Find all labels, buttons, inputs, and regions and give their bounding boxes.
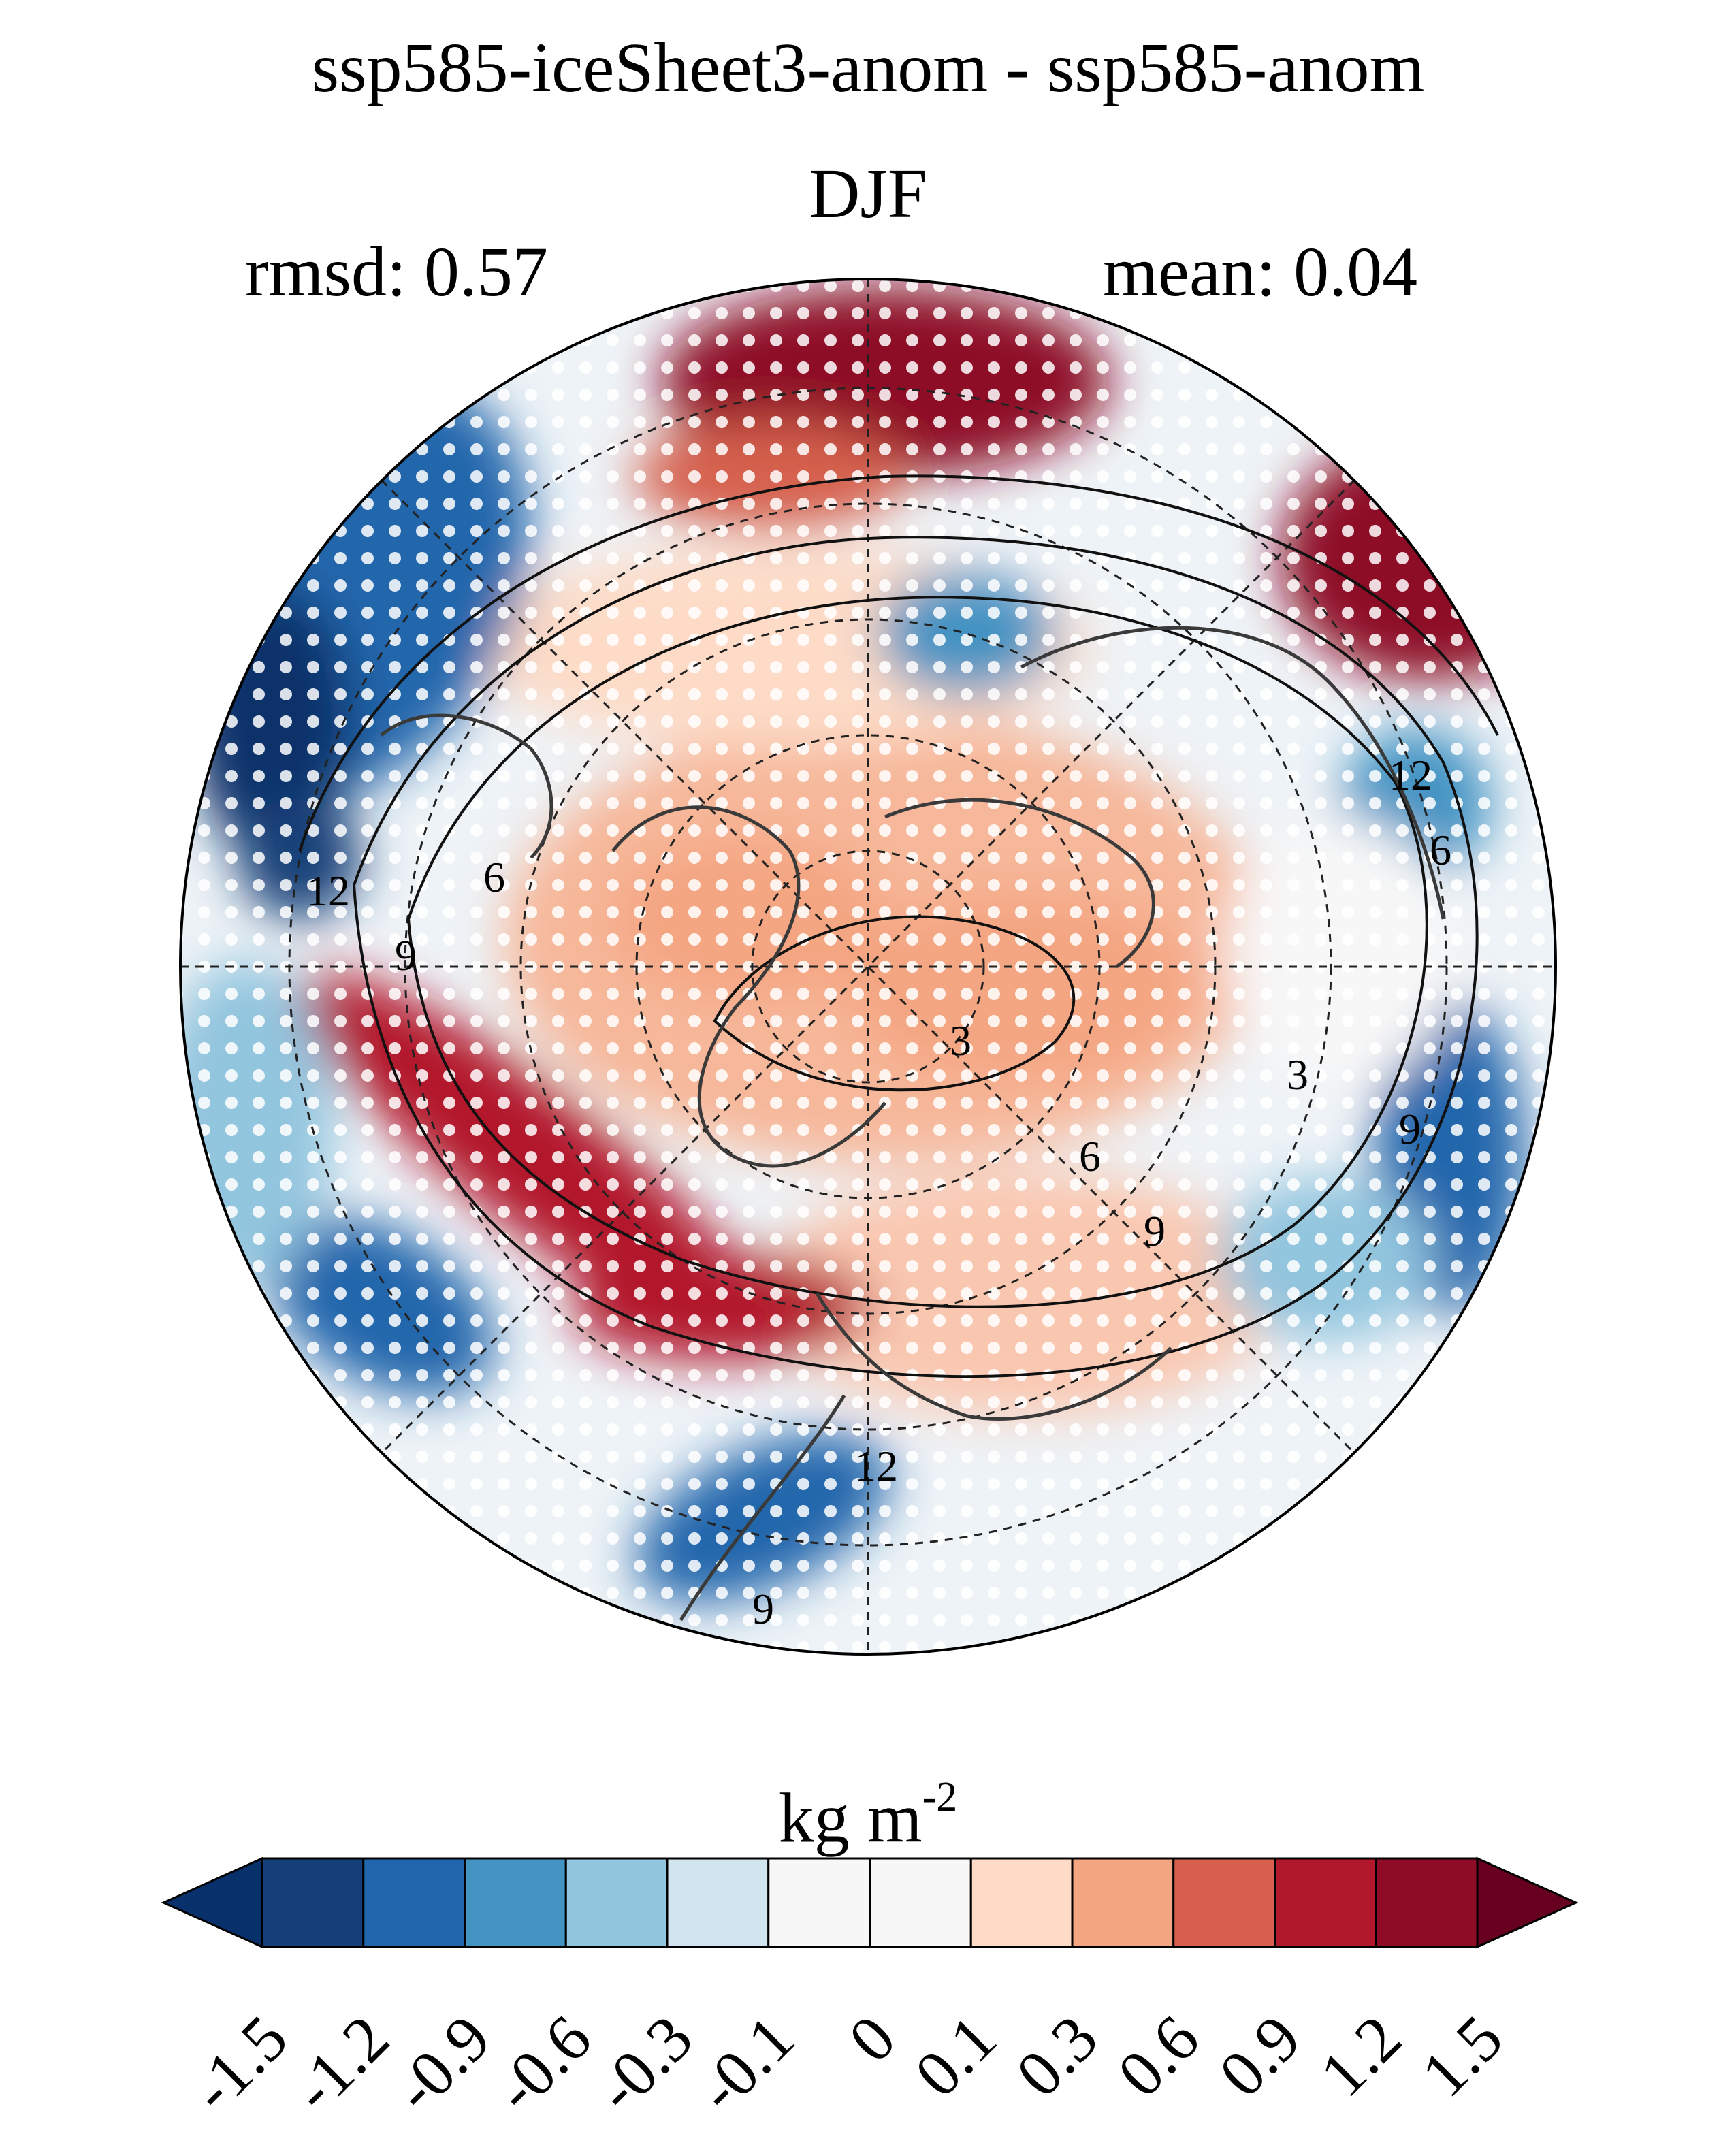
contour-label: 12: [854, 1442, 898, 1490]
map-boundary: [179, 278, 1557, 1656]
contour-label: 12: [306, 867, 350, 915]
contour-label: 6: [483, 853, 505, 901]
colorbar-extend-low: [161, 1856, 263, 1949]
colorbar-bin: [1172, 1857, 1276, 1948]
colorbar-bin: [969, 1857, 1074, 1948]
anomaly-field: [180, 279, 1556, 1654]
colorbar-bin: [1071, 1857, 1175, 1948]
colorbar-bin: [1274, 1857, 1377, 1948]
colorbar-bin: [464, 1857, 567, 1948]
contour-label: 9: [1399, 1105, 1421, 1153]
contour-labels: 12 6 9 3 6 9 12 9 12 6 3 9: [306, 751, 1451, 1633]
polar-map: 12 6 9 3 6 9 12 9 12 6 3 9: [179, 278, 1557, 1656]
contour-label: 9: [395, 931, 417, 980]
contour-label: 3: [950, 1016, 971, 1065]
colorbar-bin: [564, 1857, 669, 1948]
mean-stat: mean: 0.04: [1103, 233, 1418, 311]
colorbar-bin: [666, 1857, 770, 1948]
rmsd-stat: rmsd: 0.57: [245, 233, 548, 311]
colorbar-units: kg m-2: [0, 1763, 1736, 1860]
units-exponent: -2: [922, 1774, 958, 1820]
figure-title: ssp585-iceSheet3-anom - ssp585-anom: [311, 29, 1425, 107]
colorbar-bin: [261, 1857, 365, 1948]
contour-label: 6: [1079, 1132, 1101, 1180]
contour-label: 6: [1430, 826, 1451, 874]
contour-label: 9: [1144, 1207, 1166, 1255]
season-subtitle: DJF: [809, 155, 927, 233]
units-base: kg m: [778, 1779, 922, 1858]
contour-label: 9: [752, 1585, 774, 1633]
contour-label: 12: [1389, 751, 1432, 799]
colorbar-extend-high: [1476, 1856, 1579, 1949]
contour-label: 3: [1287, 1050, 1308, 1099]
colorbar-bin: [767, 1857, 871, 1948]
colorbar-bin: [1375, 1857, 1479, 1948]
colorbar-bin: [362, 1857, 466, 1948]
colorbar-bin: [869, 1857, 972, 1948]
